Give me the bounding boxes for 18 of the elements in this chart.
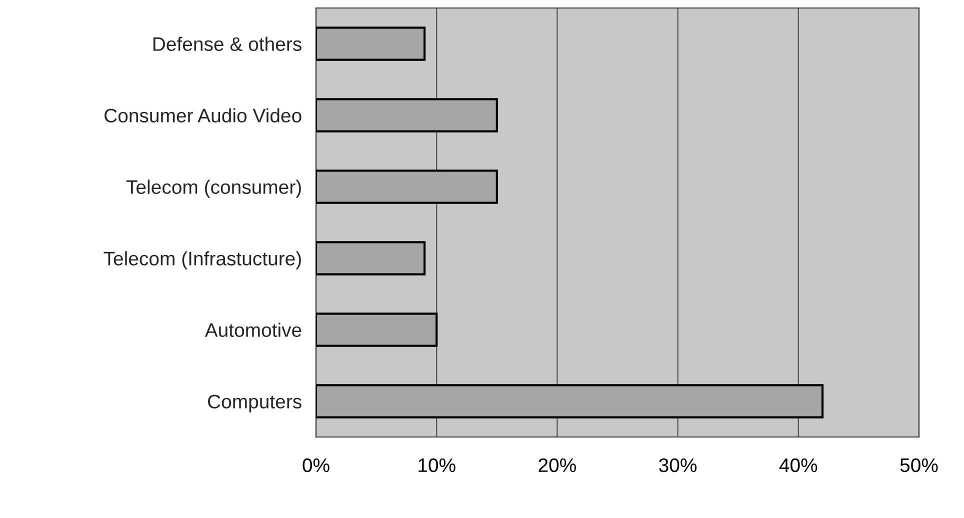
- y-tick-label: Telecom (consumer): [126, 180, 301, 198]
- x-tick-label: 10%: [418, 458, 456, 472]
- x-tick-label: 40%: [779, 458, 818, 472]
- y-tick-label: Automotive: [204, 322, 302, 337]
- y-tick-label: Defense & others: [153, 36, 302, 51]
- bar: [316, 241, 426, 276]
- y-tick-label: Computers: [208, 394, 302, 412]
- y-tick-label: Consumer Audio Video: [104, 108, 302, 122]
- bar: [316, 26, 426, 61]
- x-tick-label: 50%: [900, 458, 938, 472]
- bar: [316, 170, 498, 204]
- bar: [316, 312, 438, 347]
- x-tick-label: 0%: [302, 458, 330, 472]
- x-tick-label: 30%: [659, 458, 697, 472]
- x-tick-label: 20%: [538, 458, 576, 472]
- bar: [316, 384, 824, 418]
- y-tick-label: Telecom (Infrastucture): [104, 251, 301, 270]
- bar: [316, 98, 498, 132]
